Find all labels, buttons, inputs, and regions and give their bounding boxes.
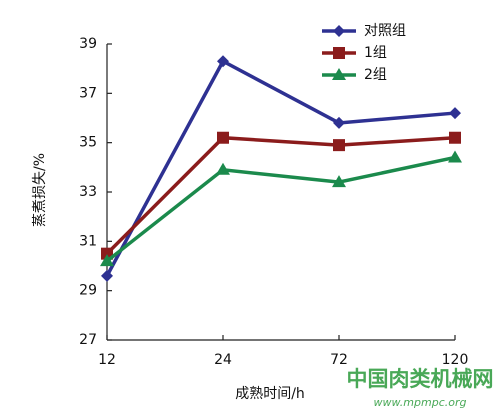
x-tick-label: 24	[214, 352, 232, 368]
marker	[101, 269, 113, 282]
x-axis-label: 成熟时间/h	[235, 386, 305, 402]
legend-label: 2组	[364, 67, 387, 83]
marker	[333, 116, 345, 129]
legend-label: 1组	[364, 45, 387, 61]
y-tick-label: 31	[79, 233, 97, 249]
marker	[217, 131, 229, 144]
series-line	[105, 155, 456, 263]
y-tick-label: 35	[79, 135, 97, 151]
y-tick-label: 37	[79, 85, 97, 101]
y-axis-label: 蒸煮损失/%	[32, 153, 48, 227]
y-tick-label: 39	[79, 36, 97, 52]
x-tick-label: 12	[98, 352, 116, 368]
marker	[333, 139, 345, 152]
watermark-url: www.mpmpc.org	[374, 396, 467, 409]
marker	[332, 68, 346, 80]
series-line	[105, 58, 456, 277]
series-line	[105, 135, 456, 255]
y-tick-label: 33	[79, 184, 97, 200]
marker	[448, 150, 462, 163]
y-tick-label: 27	[79, 332, 97, 348]
x-tick-label: 120	[442, 352, 469, 368]
y-tick-label: 29	[79, 283, 97, 299]
marker	[217, 55, 229, 68]
marker	[216, 162, 230, 175]
marker	[449, 107, 461, 120]
marker	[333, 25, 345, 37]
marker	[333, 47, 345, 59]
watermark-title: 中国肉类机械网	[347, 367, 494, 391]
marker	[449, 131, 461, 144]
marker	[332, 175, 346, 188]
x-tick-label: 72	[330, 352, 348, 368]
legend-label: 对照组	[364, 23, 406, 39]
marker	[100, 254, 114, 267]
